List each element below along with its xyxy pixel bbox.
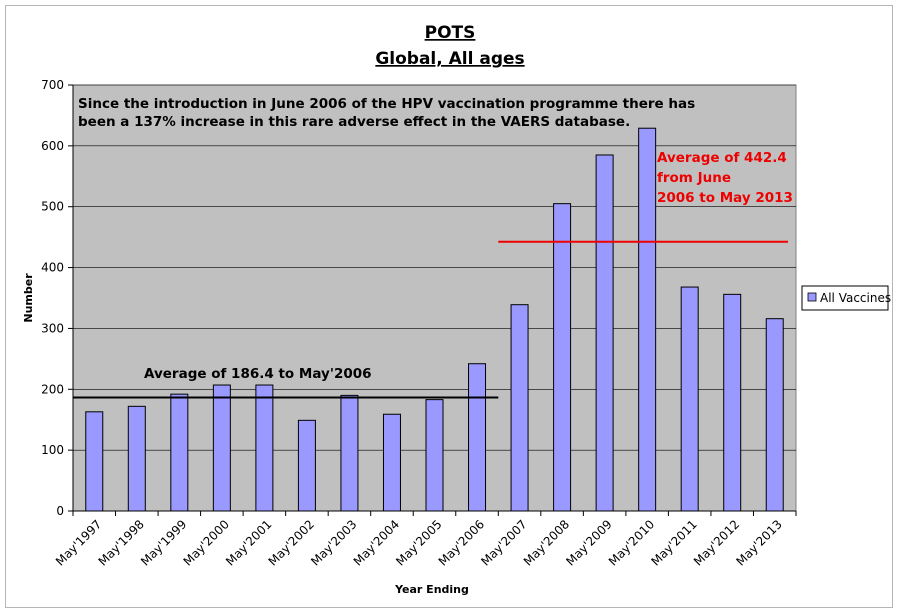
legend-swatch bbox=[807, 292, 817, 302]
annotation-line-2: been a 137% increase in this rare advers… bbox=[78, 114, 630, 130]
chart-subtitle: Global, All ages bbox=[375, 49, 524, 69]
y-tick-label: 600 bbox=[41, 139, 64, 153]
y-tick-label: 500 bbox=[41, 200, 64, 214]
bar bbox=[765, 318, 784, 512]
y-tick-label: 200 bbox=[41, 382, 64, 396]
y-tick-label: 700 bbox=[41, 78, 64, 92]
bar bbox=[382, 413, 401, 512]
axes bbox=[68, 84, 797, 516]
bar bbox=[468, 363, 487, 512]
bar bbox=[595, 154, 614, 512]
bar bbox=[85, 411, 104, 512]
bar bbox=[340, 394, 359, 512]
y-tick-label: 100 bbox=[41, 443, 64, 457]
annotation-line-1: Since the introduction in June 2006 of t… bbox=[78, 96, 695, 112]
bar bbox=[212, 384, 231, 512]
bar bbox=[255, 384, 274, 512]
bar bbox=[170, 393, 189, 512]
red-average-label-line-1: Average of 442.4 bbox=[657, 150, 787, 166]
y-tick-label: 300 bbox=[41, 321, 64, 335]
gridlines bbox=[73, 84, 796, 451]
x-tick-labels: May'1997May'1998May'1999May'2000May'2001… bbox=[53, 517, 785, 568]
chart-title: POTS bbox=[425, 23, 476, 43]
bar bbox=[425, 399, 444, 512]
y-tick-labels: 0 100 200 300 400 500 600 700 bbox=[41, 78, 64, 518]
bar bbox=[680, 286, 699, 512]
bar bbox=[553, 203, 572, 512]
x-axis-title: Year Ending bbox=[394, 583, 469, 596]
bar bbox=[638, 127, 657, 512]
x-tick-label: May'2013 bbox=[733, 517, 784, 568]
bar bbox=[510, 304, 529, 512]
bar bbox=[127, 405, 146, 512]
bars bbox=[85, 127, 784, 512]
bar bbox=[723, 293, 742, 512]
bar bbox=[297, 419, 316, 512]
legend-label: All Vaccines bbox=[820, 291, 891, 305]
reference-lines bbox=[73, 240, 788, 399]
red-average-label-line-2: from June bbox=[657, 170, 731, 186]
y-tick-label: 0 bbox=[56, 504, 64, 518]
y-tick-label: 400 bbox=[41, 261, 64, 275]
y-axis-title: Number bbox=[22, 273, 35, 323]
red-average-label-line-3: 2006 to May 2013 bbox=[657, 190, 793, 206]
black-average-label: Average of 186.4 to May'2006 bbox=[144, 366, 372, 382]
legend: All Vaccines bbox=[801, 285, 891, 311]
